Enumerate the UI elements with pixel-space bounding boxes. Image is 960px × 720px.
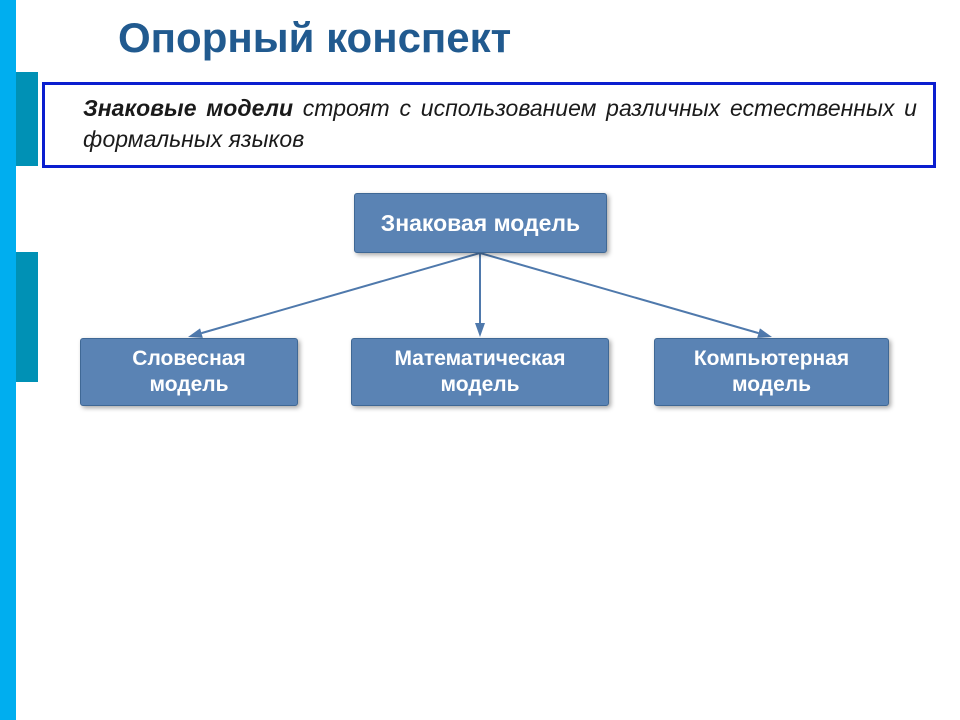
diagram-child-node: Словесная модель	[80, 338, 298, 406]
sidebar-stripe-inner	[16, 0, 38, 720]
sidebar-inner-block	[16, 72, 38, 166]
sidebar-inner-block	[16, 252, 38, 382]
sidebar-stripe-outer	[0, 0, 16, 720]
description-box: Знаковые модели строят с использованием …	[42, 82, 936, 168]
diagram-child-node: Математическая модель	[351, 338, 609, 406]
diagram-root-node: Знаковая модель	[354, 193, 607, 253]
page-title: Опорный конспект	[118, 14, 511, 62]
diagram-child-node: Компьютерная модель	[654, 338, 889, 406]
description-bold: Знаковые модели	[83, 95, 293, 121]
